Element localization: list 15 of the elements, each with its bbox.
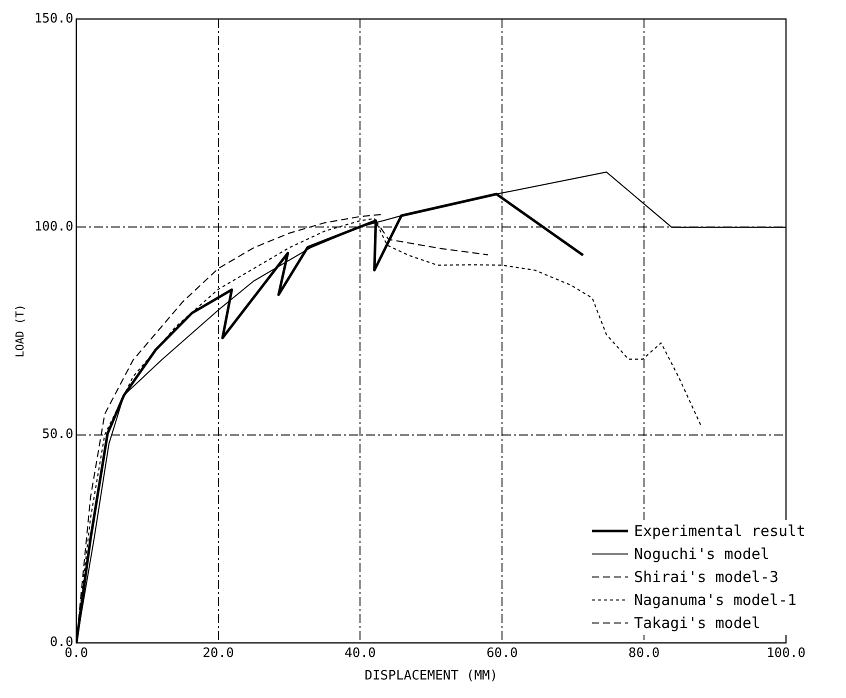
legend-label: Naganuma's model-1: [634, 590, 797, 611]
y-tick-label: 50.0: [42, 427, 74, 442]
y-tick-label: 150.0: [34, 11, 74, 26]
x-tick-label: 60.0: [486, 646, 518, 661]
x-tick-label: 80.0: [628, 646, 660, 661]
y-tick-label: 100.0: [34, 219, 74, 234]
legend-label: Shirai's model-3: [634, 566, 778, 588]
x-axis-title: DISPLACEMENT (MM): [364, 668, 498, 684]
x-tick-label: 40.0: [344, 646, 376, 661]
x-tick-label: 100.0: [766, 646, 806, 661]
y-axis-title: LOAD (T): [13, 304, 26, 358]
legend-label: Noguchi's model: [634, 544, 770, 565]
x-tick-label: 20.0: [202, 646, 234, 661]
legend-label: Takagi's model: [634, 612, 760, 634]
legend-label: Experimental result: [634, 520, 806, 542]
